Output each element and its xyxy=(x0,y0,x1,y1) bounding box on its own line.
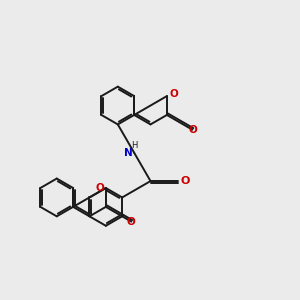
Text: O: O xyxy=(181,176,190,186)
Text: O: O xyxy=(127,217,136,226)
Text: O: O xyxy=(169,89,178,99)
Text: O: O xyxy=(95,183,104,193)
Text: N: N xyxy=(124,148,133,158)
Text: H: H xyxy=(131,141,137,150)
Text: O: O xyxy=(188,125,197,135)
